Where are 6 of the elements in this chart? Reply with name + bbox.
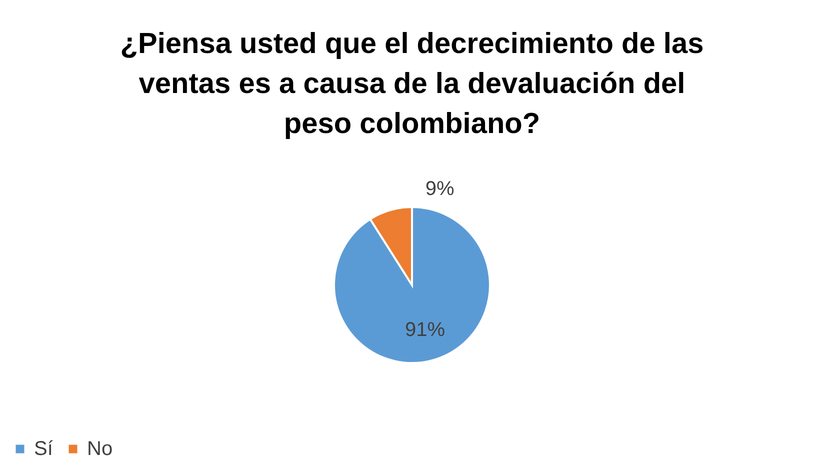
pie-slice xyxy=(333,206,491,364)
chart-title: ¿Piensa usted que el decrecimiento de las ventas es a causa de la devaluación del peso colombiano? xyxy=(120,28,704,140)
data-label: 9% xyxy=(425,178,455,200)
data-label: 91% xyxy=(405,318,446,341)
legend-label: No xyxy=(87,438,113,460)
legend-label: Sí xyxy=(34,438,54,460)
